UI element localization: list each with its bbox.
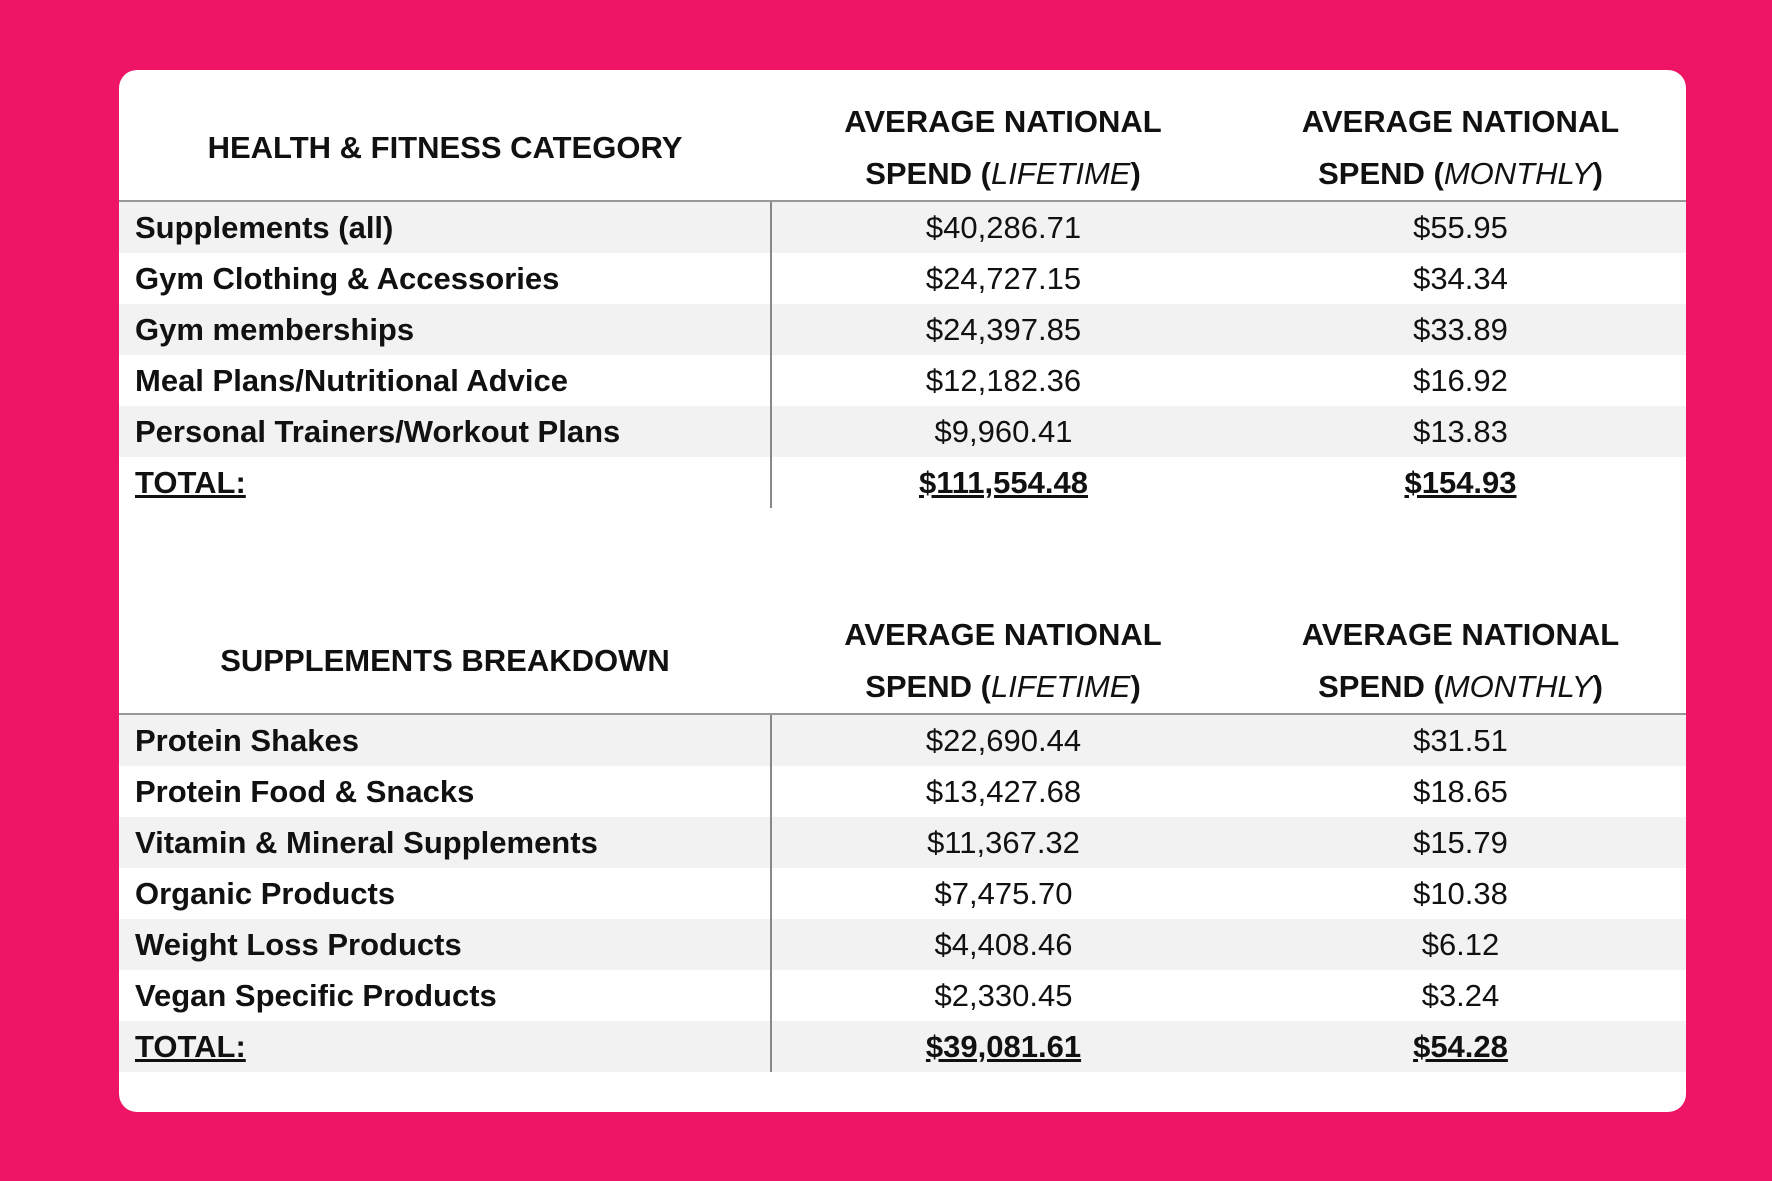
category-cell: Gym memberships	[119, 304, 772, 355]
category-cell: Personal Trainers/Workout Plans	[119, 406, 772, 457]
total-amount: $111,554.48	[919, 464, 1088, 500]
column-header: HEALTH & FITNESS CATEGORY	[119, 96, 771, 202]
header-end: )	[1130, 156, 1141, 191]
amount-cell: $4,408.46	[771, 919, 1235, 970]
header-row: SUPPLEMENTS BREAKDOWN AVERAGE NATIONAL SP…	[119, 609, 1686, 715]
total-row: TOTAL: $39,081.61 $54.28	[119, 1021, 1686, 1072]
total-amount: $54.28	[1235, 1021, 1686, 1072]
amount-cell: $31.51	[1235, 714, 1686, 766]
data-row: Vitamin & Mineral Supplements $11,367.32 $…	[119, 817, 1686, 868]
amount-cell: $16.92	[1413, 362, 1508, 398]
data-table: SUPPLEMENTS BREAKDOWN AVERAGE NATIONAL SP…	[119, 609, 1686, 1072]
category-cell: Organic Products	[119, 868, 772, 919]
data-row: Protein Food & Snacks $13,427.68 $18.65	[119, 766, 1686, 817]
header-text: AVERAGE NATIONAL SPEND (	[1301, 617, 1620, 704]
amount-cell: $15.79	[1235, 817, 1686, 868]
category-cell: Protein Shakes	[119, 714, 772, 766]
data-row: Meal Plans/Nutritional Advice $12,182.36 $…	[119, 355, 1686, 406]
header-emphasis: LIFETIME	[990, 156, 1131, 191]
amount-cell: $24,727.15	[925, 260, 1082, 296]
column-header: AVERAGE NATIONAL SPEND (LIFETIME)	[771, 609, 1235, 715]
header-end: )	[1130, 669, 1141, 704]
amount-cell: $6.12	[1235, 919, 1686, 970]
header-text: AVERAGE NATIONAL SPEND (	[1301, 104, 1620, 191]
amount-cell: $3.24	[1421, 977, 1500, 1013]
category-cell: Weight Loss Products	[119, 919, 772, 970]
column-header: AVERAGE NATIONAL SPEND (LIFETIME)	[771, 96, 1235, 202]
column-header: AVERAGE NATIONAL SPEND (MONTHLY)	[1235, 96, 1686, 202]
data-row: Vegan Specific Products $2,330.45 $3.24	[119, 970, 1686, 1021]
header-text: AVERAGE NATIONAL SPEND (	[844, 617, 1162, 704]
amount-cell: $11,367.32	[771, 817, 1235, 868]
total-label: TOTAL:	[119, 457, 772, 508]
category-cell: Protein Food & Snacks	[119, 766, 772, 817]
column-header: AVERAGE NATIONAL SPEND (MONTHLY)	[1235, 609, 1686, 715]
amount-cell: $18.65	[1413, 773, 1508, 809]
header-emphasis: MONTHLY	[1443, 669, 1593, 704]
amount-cell: $40,286.71	[771, 201, 1235, 253]
header-emphasis: MONTHLY	[1443, 156, 1593, 191]
header-emphasis: LIFETIME	[990, 669, 1131, 704]
amount-cell: $13,427.68	[925, 773, 1082, 809]
data-row: Weight Loss Products $4,408.46 $6.12	[119, 919, 1686, 970]
amount-cell: $10.38	[1413, 875, 1508, 911]
amount-cell: $22,690.44	[771, 714, 1235, 766]
column-header: SUPPLEMENTS BREAKDOWN	[119, 609, 771, 715]
header-end: )	[1592, 156, 1603, 191]
amount-cell: $24,397.85	[771, 304, 1235, 355]
total-row: TOTAL: $111,554.48 $154.93	[119, 457, 1686, 508]
amount-cell: $7,475.70	[934, 875, 1073, 911]
category-cell: Gym Clothing & Accessories	[119, 253, 772, 304]
header-row: HEALTH & FITNESS CATEGORY AVERAGE NATIONA…	[119, 96, 1686, 202]
data-row: Personal Trainers/Workout Plans $9,960.41…	[119, 406, 1686, 457]
header-end: )	[1592, 669, 1603, 704]
data-row: Protein Shakes $22,690.44 $31.51	[119, 714, 1686, 766]
amount-cell: $9,960.41	[771, 406, 1235, 457]
amount-cell: $55.95	[1235, 201, 1686, 253]
total-amount: $39,081.61	[771, 1021, 1235, 1072]
category-cell: Meal Plans/Nutritional Advice	[119, 355, 772, 406]
data-row: Supplements (all) $40,286.71 $55.95	[119, 201, 1686, 253]
header-text: AVERAGE NATIONAL SPEND (	[844, 104, 1162, 191]
amount-cell: $33.89	[1235, 304, 1686, 355]
data-row: Gym Clothing & Accessories $24,727.15 $34.…	[119, 253, 1686, 304]
category-cell: Vegan Specific Products	[119, 970, 772, 1021]
data-table: HEALTH & FITNESS CATEGORY AVERAGE NATIONA…	[119, 96, 1686, 508]
header-text: HEALTH & FITNESS CATEGORY	[207, 130, 683, 165]
header-text: SUPPLEMENTS BREAKDOWN	[220, 643, 670, 678]
card: HEALTH & FITNESS CATEGORY AVERAGE NATIONA…	[119, 70, 1686, 1112]
data-row: Gym memberships $24,397.85 $33.89	[119, 304, 1686, 355]
amount-cell: $2,330.45	[934, 977, 1073, 1013]
amount-cell: $12,182.36	[925, 362, 1082, 398]
amount-cell: $34.34	[1413, 260, 1508, 296]
category-cell: Vitamin & Mineral Supplements	[119, 817, 772, 868]
category-cell: Supplements (all)	[119, 201, 772, 253]
total-label: TOTAL:	[119, 1021, 772, 1072]
amount-cell: $13.83	[1235, 406, 1686, 457]
data-row: Organic Products $7,475.70 $10.38	[119, 868, 1686, 919]
total-amount: $154.93	[1404, 464, 1517, 500]
